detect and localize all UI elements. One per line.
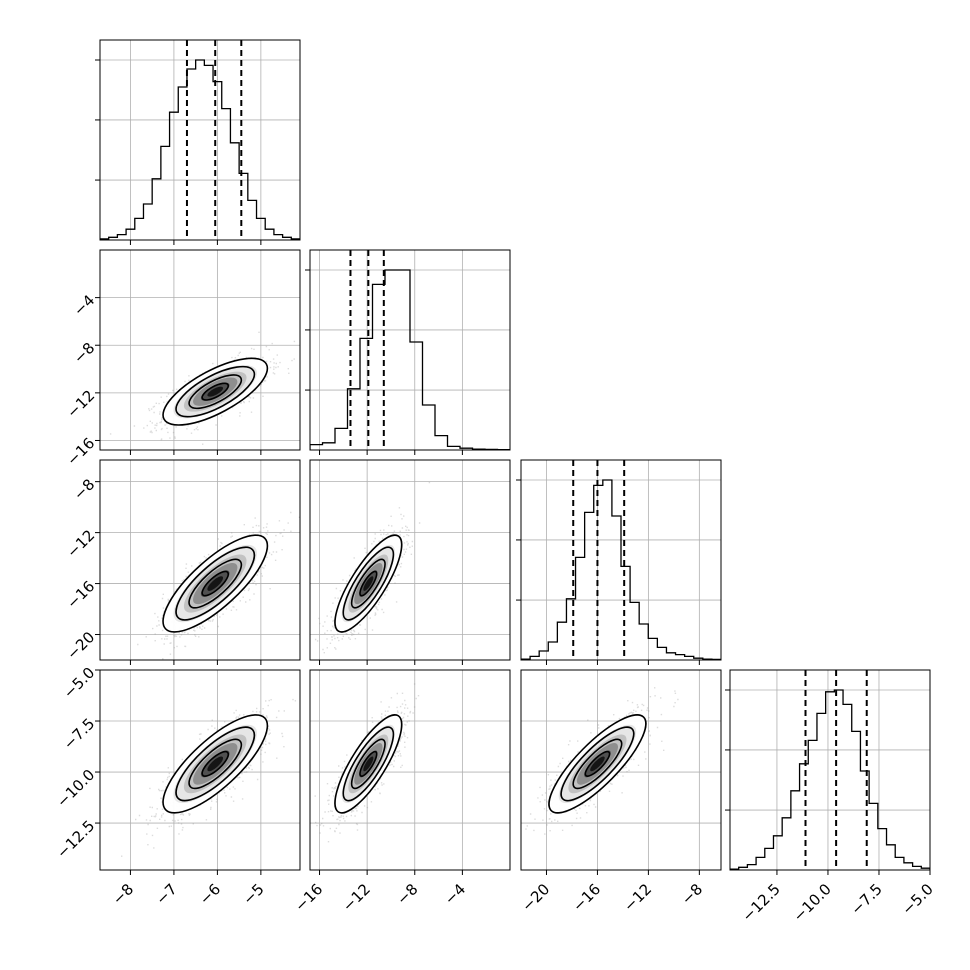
contour-line	[350, 558, 386, 609]
x-tick-label: −16	[569, 880, 604, 915]
x-tick-label: −4	[441, 880, 469, 908]
contour-group	[334, 534, 403, 633]
y-tick-label: −12.5	[53, 817, 98, 862]
density-fill	[207, 756, 224, 772]
contour-line	[188, 558, 243, 609]
panel-frame	[309, 669, 511, 871]
panel-3-3: −12.5 −10.0 −7.5 −5.0	[725, 669, 937, 925]
y-tick-label: −8	[70, 475, 98, 503]
density-layer	[314, 683, 420, 843]
y-tick-label: −20	[63, 628, 98, 663]
contour-line	[342, 546, 395, 621]
contour-line	[201, 750, 230, 777]
panel-frame	[99, 459, 301, 661]
contour-group	[162, 357, 269, 426]
y-tick-label: −5.0	[60, 664, 98, 702]
contour-group	[334, 714, 403, 814]
x-tick-label: −5.0	[898, 880, 936, 918]
x-tick-label: −12	[620, 880, 655, 915]
density-fill	[590, 756, 605, 772]
density-layer	[137, 511, 300, 660]
contour-line	[175, 546, 256, 621]
panel-2-2	[516, 459, 722, 665]
panel-frame	[309, 459, 511, 661]
y-tick-label: −10.0	[53, 766, 98, 811]
density-fill	[207, 386, 224, 397]
panel-3-2: −20 −16 −12 −8	[518, 669, 722, 915]
contour-line	[359, 570, 378, 597]
contour-line	[548, 714, 647, 814]
panel-3-1: −16 −12 −8 −4	[291, 669, 511, 915]
x-tick-label: −5	[239, 880, 267, 908]
density-layer	[121, 698, 297, 857]
x-tick-label: −7.5	[847, 880, 885, 918]
x-tick-label: −20	[518, 880, 553, 915]
panel-frame	[99, 669, 301, 871]
x-tick-label: −8	[678, 880, 706, 908]
panel-frame	[520, 669, 722, 871]
density-layer	[525, 687, 679, 835]
contour-line	[359, 750, 378, 777]
x-tick-label: −6	[196, 880, 224, 908]
y-tick-label: −16	[63, 577, 98, 612]
y-tick-label: −12	[63, 526, 98, 561]
contour-line	[162, 357, 269, 426]
histogram-bar-outline	[521, 479, 721, 660]
contour-line	[334, 714, 403, 814]
density-layer	[314, 481, 431, 654]
x-tick-label: −12.5	[739, 880, 784, 925]
histogram-bar-outline	[100, 59, 300, 240]
x-tick-label: −8	[393, 880, 421, 908]
x-tick-label: −7	[152, 880, 180, 908]
contour-line	[175, 726, 256, 802]
contour-group	[548, 714, 647, 814]
contour-group	[162, 714, 269, 814]
contour-line	[162, 534, 269, 633]
contour-line	[162, 714, 269, 814]
density-fill	[363, 756, 374, 772]
x-tick-label: −10.0	[790, 880, 835, 925]
contour-line	[584, 750, 611, 777]
panel-frame	[729, 669, 931, 871]
panel-2-1	[309, 459, 511, 665]
contour-line	[350, 738, 386, 790]
contour-line	[188, 738, 243, 790]
density-layer	[109, 331, 296, 445]
panel-frame	[99, 39, 301, 241]
panel-frame	[99, 249, 301, 451]
y-tick-label: −16	[63, 434, 98, 469]
panel-3-0: −12.5 −10.0 −7.5 −5.0 −8 −7 −6 −5	[53, 664, 301, 908]
panel-1-1	[305, 249, 511, 455]
density-fill	[207, 576, 224, 591]
y-tick-label: −8	[70, 339, 98, 367]
contour-line	[334, 534, 403, 633]
contour-line	[342, 726, 395, 802]
contour-line	[175, 365, 256, 418]
contour-line	[188, 374, 243, 410]
y-tick-label: −7.5	[60, 715, 98, 753]
x-tick-label: −8	[109, 880, 137, 908]
density-fill	[363, 576, 374, 591]
contour-line	[201, 570, 230, 597]
panel-2-0: −20 −16 −12 −8	[63, 459, 301, 665]
y-tick-label: −4	[70, 291, 98, 319]
contour-line	[201, 382, 230, 401]
contour-line	[560, 726, 635, 802]
panel-frame	[309, 249, 511, 451]
x-tick-label: −12	[339, 880, 374, 915]
panel-0-0	[95, 39, 301, 245]
x-tick-label: −16	[291, 880, 326, 915]
contour-line	[572, 738, 623, 790]
histogram-bar-outline	[310, 269, 510, 450]
panel-frame	[520, 459, 722, 661]
contour-group	[162, 534, 269, 633]
y-tick-label: −12	[63, 386, 98, 421]
panel-1-0: −16 −12 −8 −4	[63, 249, 301, 469]
histogram-bar-outline	[730, 689, 930, 870]
